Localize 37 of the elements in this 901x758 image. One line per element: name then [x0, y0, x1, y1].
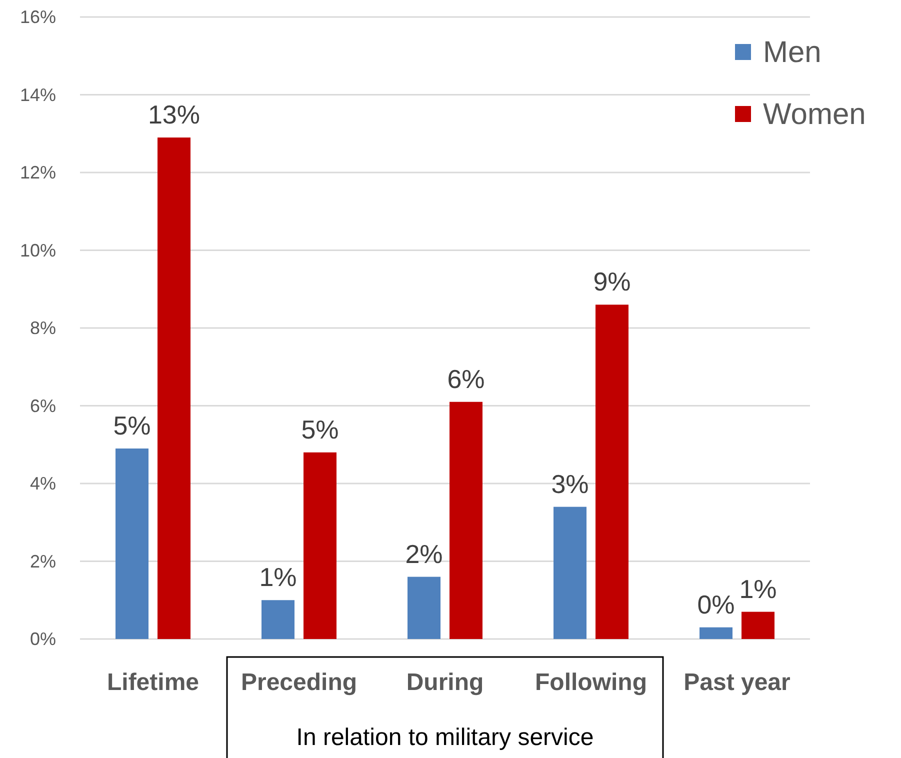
data-label: 5%	[301, 414, 339, 444]
data-label: 2%	[405, 538, 443, 569]
text: In relation to military service	[296, 724, 594, 751]
data-label: 1%	[259, 562, 297, 592]
x-tick-label: Following	[535, 669, 647, 696]
y-tick-label: 4%	[30, 474, 56, 494]
y-tick-label: 2%	[30, 551, 56, 572]
y-tick-label: 8%	[30, 318, 56, 338]
data-label: 6%	[447, 364, 485, 394]
x-tick-label: Lifetime	[106, 669, 200, 696]
bar	[450, 402, 482, 639]
legend-label: Men	[763, 36, 822, 69]
data-label: 5%	[113, 410, 151, 441]
x-tick-label: During	[406, 669, 484, 696]
bar	[304, 452, 336, 639]
y-tick-label: 14%	[20, 84, 56, 105]
bar	[158, 138, 190, 639]
data-label: 1%	[739, 574, 777, 604]
x-tick-label: Past year	[684, 669, 790, 696]
y-tick-label: 6%	[30, 396, 56, 416]
y-tick-label: 0%	[30, 629, 56, 649]
bar	[700, 627, 732, 639]
bar	[742, 612, 774, 639]
x-tick-label: Preceding	[240, 669, 358, 696]
data-label: 0%	[697, 589, 735, 620]
bar	[596, 304, 628, 639]
data-label: 13%	[148, 100, 200, 130]
data-label: 9%	[593, 266, 631, 297]
y-tick-label: 16%	[20, 7, 56, 27]
y-tick-label: 10%	[20, 240, 56, 260]
bar	[554, 506, 586, 639]
legend-label: Women	[763, 98, 866, 131]
data-label: 3%	[551, 468, 589, 499]
bar	[262, 600, 294, 639]
y-tick-label: 12%	[20, 162, 56, 182]
bar	[116, 448, 148, 639]
bar	[408, 576, 440, 639]
